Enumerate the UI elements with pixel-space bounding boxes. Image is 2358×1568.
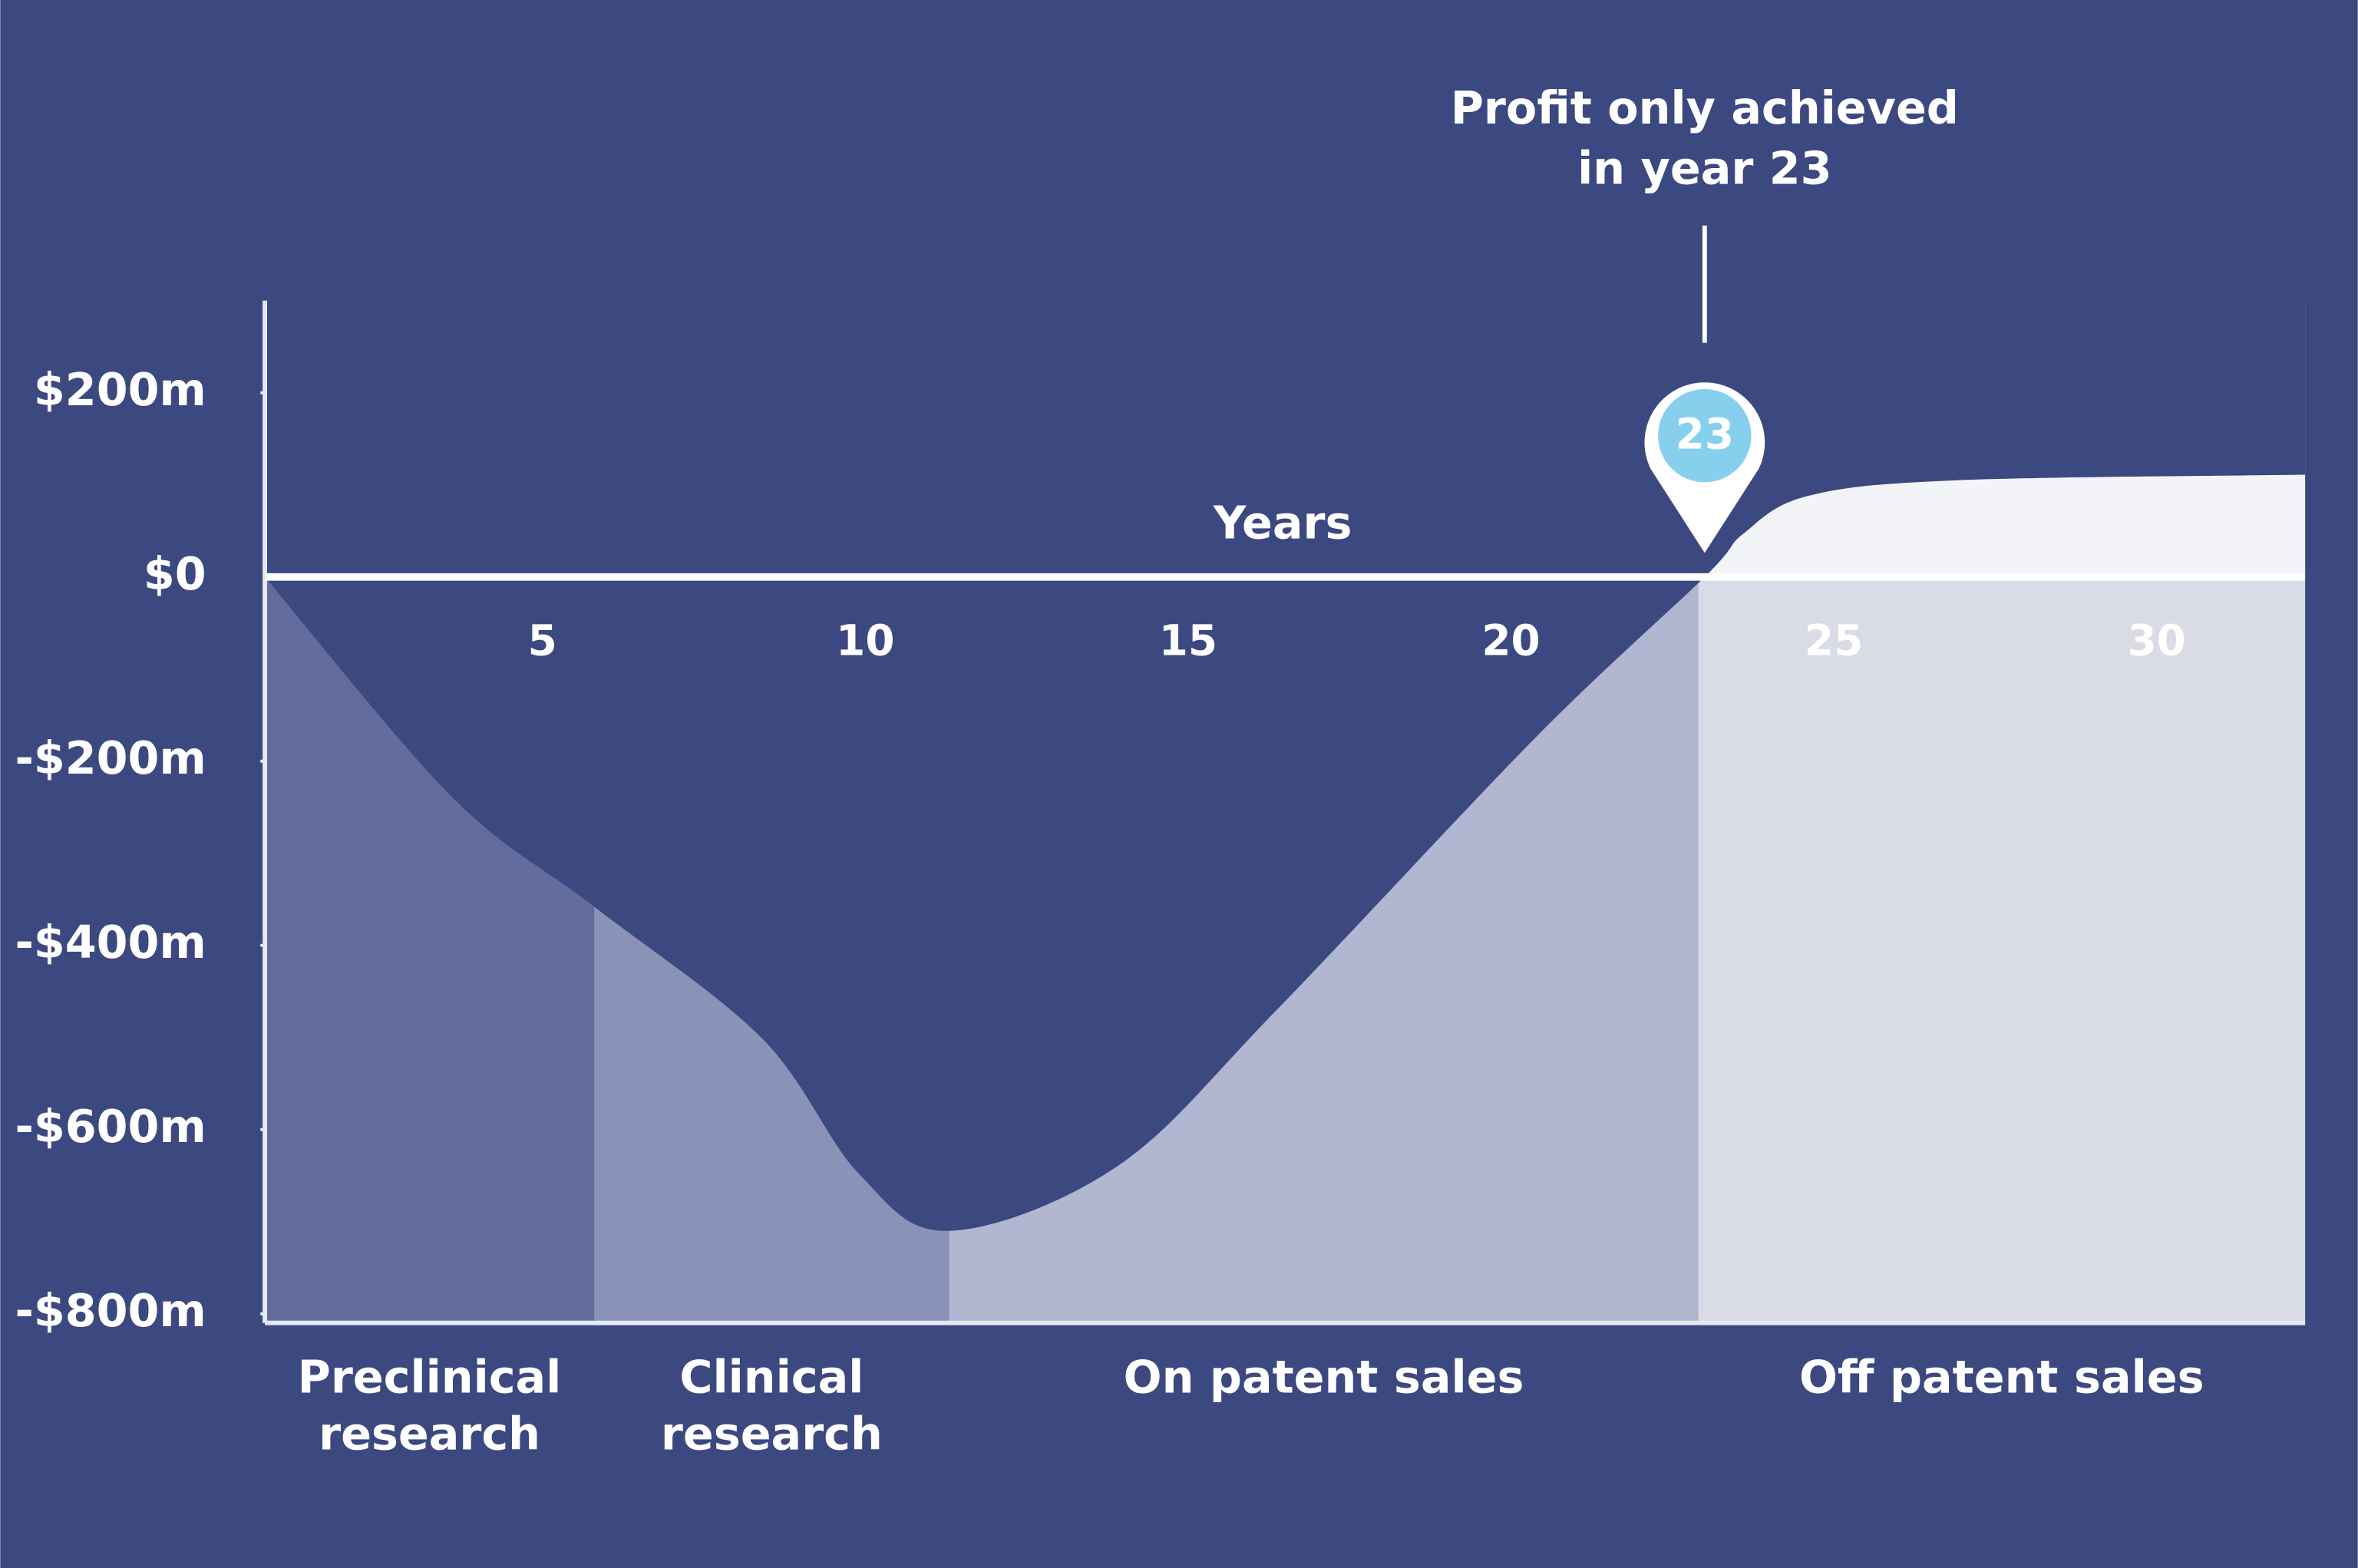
y-tick-label: $0	[144, 547, 206, 600]
x-tick-label: 25	[1805, 616, 1863, 665]
x-tick-label: 10	[836, 616, 894, 665]
x-tick-label: 30	[2127, 616, 2185, 665]
x-axis-label: Years	[1213, 497, 1352, 550]
phase-label: Off patent sales	[1799, 1350, 2204, 1403]
y-tick-label: -$200m	[15, 731, 206, 784]
x-tick-label: 5	[528, 616, 557, 665]
annotation-text: Profit only achieved	[1451, 81, 1959, 134]
area-curve	[265, 297, 2306, 1231]
x-tick-label: 15	[1159, 616, 1217, 665]
phase-label: research	[661, 1408, 883, 1461]
phase-band	[1698, 576, 2306, 1323]
y-tick-label: -$400m	[15, 916, 206, 969]
phase-label: Preclinical	[298, 1350, 562, 1403]
pin-dot	[1658, 388, 1752, 483]
phase-label: On patent sales	[1124, 1350, 1524, 1403]
y-tick-label: -$600m	[15, 1100, 206, 1153]
phase-label: research	[319, 1408, 540, 1461]
x-tick-label: 20	[1481, 616, 1540, 665]
pin-label: 23	[1676, 410, 1734, 459]
y-tick-label: $200m	[34, 363, 206, 416]
phase-label: Clinical	[679, 1350, 864, 1403]
annotation-text: in year 23	[1577, 141, 1831, 194]
y-tick-label: -$800m	[15, 1284, 206, 1337]
